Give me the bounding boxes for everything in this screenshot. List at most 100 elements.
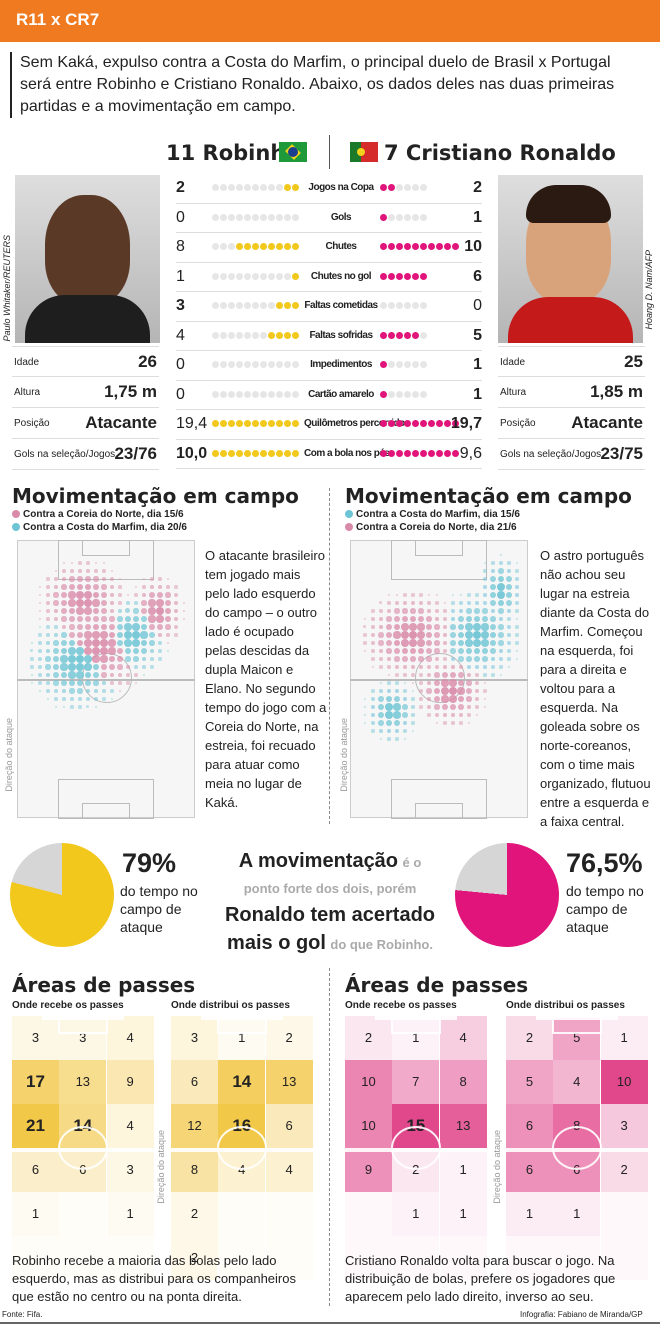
pass-cell: 4: [265, 1148, 313, 1192]
attack-direction-label-2: Direção do ataque: [156, 1130, 166, 1204]
bio-value: 23/76: [114, 444, 157, 463]
passes-title-left: Áreas de passes: [12, 973, 196, 997]
heatmap-robinho: [17, 540, 195, 819]
bio-key: Posição: [14, 418, 50, 429]
stat-label: Gols: [330, 211, 352, 223]
pass-cell: 10: [600, 1060, 648, 1104]
pitch-line: [58, 1126, 108, 1170]
stat-left-dots: [212, 243, 300, 250]
pass-cell: 6: [506, 1148, 553, 1192]
stat-left-dots: [212, 449, 300, 457]
pass-cell: [59, 1192, 106, 1236]
bio-row: Gols na seleção/Jogos 23/75: [498, 439, 645, 470]
stat-right-value: 1: [473, 356, 482, 373]
pass-cell: 1: [218, 1016, 266, 1060]
stat-label: Chutes: [325, 241, 357, 252]
pct-right-text: do tempo no campo de ataque: [566, 883, 644, 935]
stat-right-dots: [380, 390, 428, 398]
stat-label: Com a bola nos pés: [304, 447, 390, 459]
stat-right-value: 6: [473, 267, 482, 285]
movement-text-right: O astro português não achou seu lugar na…: [540, 548, 651, 829]
movement-title-left: Movimentação em campo: [12, 484, 299, 508]
lead-text: Sem Kaká, expulso contra a Costa do Marf…: [10, 52, 640, 118]
movement-title-right: Movimentação em campo: [345, 484, 632, 508]
legend-right-1: Contra a Costa do Marfim, dia 15/6: [345, 509, 520, 520]
bio-value: 23/75: [600, 444, 643, 463]
stat-right-dots: [380, 420, 460, 427]
bio-value: Atacante: [85, 413, 157, 432]
brazil-flag-icon: [279, 142, 307, 162]
pass-cell: 2: [600, 1148, 648, 1192]
stat-left-dots: [212, 302, 300, 309]
bio-row: Posição Atacante: [498, 408, 645, 439]
pass-cell: 6: [265, 1104, 313, 1148]
pass-cell: [218, 1192, 265, 1236]
bio-row: Altura 1,75 m: [12, 377, 159, 408]
passes-foot-left: Robinho recebe a maioria das bolas pelo …: [12, 1253, 296, 1304]
pass-cell: 2: [345, 1016, 392, 1060]
pass-cell: 3: [12, 1016, 59, 1060]
pass-cell: 1: [553, 1192, 601, 1236]
stat-right-dots: [380, 184, 428, 191]
pass-cell: 4: [106, 1104, 154, 1148]
stat-right-dots: [380, 272, 428, 280]
stat-row: 8 Chutes 10: [176, 233, 482, 263]
pitch-line: [201, 1016, 283, 1020]
heatmap-ronaldo: [350, 540, 528, 819]
bio-value: Atacante: [571, 413, 643, 432]
pass-cell: 12: [171, 1104, 218, 1148]
bio-right: Idade 25 Altura 1,85 m Posição Atacante Gols n…: [498, 346, 645, 470]
stat-label: Faltas sofridas: [309, 329, 373, 341]
pct-right: 76,5%: [566, 848, 643, 878]
stat-left-dots: [212, 420, 300, 427]
pass-cell: 1: [392, 1016, 440, 1060]
bio-value: 25: [624, 352, 643, 371]
stat-row: 19,4 Quilômetros percorridos 19,7: [176, 410, 482, 440]
pass-cell: [266, 1192, 313, 1236]
stat-label: Impedimentos: [310, 359, 372, 370]
stat-right-dots: [380, 213, 428, 221]
portugal-flag-icon: [350, 142, 378, 162]
source: Fonte: Fifa.: [2, 1310, 43, 1319]
stat-row: 1 Chutes no gol 6: [176, 263, 482, 292]
bio-value: 1,75 m: [104, 382, 157, 401]
bio-row: Idade 26: [12, 346, 159, 377]
stat-right-value: 1: [473, 385, 482, 403]
pass-cell: 10: [345, 1104, 392, 1148]
pass-cell: 3: [600, 1104, 648, 1148]
pass-cell: 14: [218, 1060, 266, 1104]
stat-row: 10,0 Com a bola nos pés 9,6: [176, 440, 482, 469]
pitch-line: [58, 1262, 108, 1280]
stat-left-value: 8: [176, 238, 185, 255]
pass-cell: 1: [439, 1148, 487, 1192]
stat-right-value: 5: [473, 326, 482, 344]
bio-key: Posição: [500, 418, 536, 429]
stat-right-dots: [380, 302, 428, 309]
bio-value: 1,85 m: [590, 382, 643, 401]
pass-cell: 4: [106, 1016, 154, 1060]
photo-credit-left: Paulo Whitaker/REUTERS: [2, 235, 12, 342]
bio-key: Gols na seleção/Jogos: [500, 449, 602, 460]
stat-left-value: 10,0: [176, 444, 208, 462]
pass-cell: 6: [171, 1060, 218, 1104]
grid-ronaldo-distribute: 2 5 1 5 4 10 6 8 3 6 6 2 1 1: [506, 1016, 648, 1280]
pitch-line: [391, 1262, 441, 1280]
pass-cell: 1: [106, 1192, 154, 1236]
bio-key: Idade: [500, 357, 526, 368]
stat-label: Chutes no gol: [310, 270, 372, 282]
stat-right-value: 2: [473, 179, 482, 196]
stat-row: 0 Gols 1: [176, 204, 482, 233]
stat-left-dots: [212, 331, 300, 339]
pass-cell: 1: [439, 1192, 487, 1236]
pass-cell: 9: [345, 1148, 392, 1192]
pitch-line: [42, 1016, 124, 1020]
stat-row: 3 Faltas cometidas 0: [176, 292, 482, 322]
pitch-line: [391, 1126, 441, 1170]
stat-left-value: 4: [176, 326, 185, 344]
bio-row: Gols na seleção/Jogos 23/76: [12, 439, 159, 470]
legend-right-2: Contra a Coreia do Norte, dia 21/6: [345, 522, 517, 533]
pass-cell: 5: [553, 1016, 601, 1060]
bio-value: 26: [138, 352, 157, 371]
pct-left-text: do tempo no campo de ataque: [120, 883, 198, 935]
pass-cell: 5: [506, 1060, 553, 1104]
